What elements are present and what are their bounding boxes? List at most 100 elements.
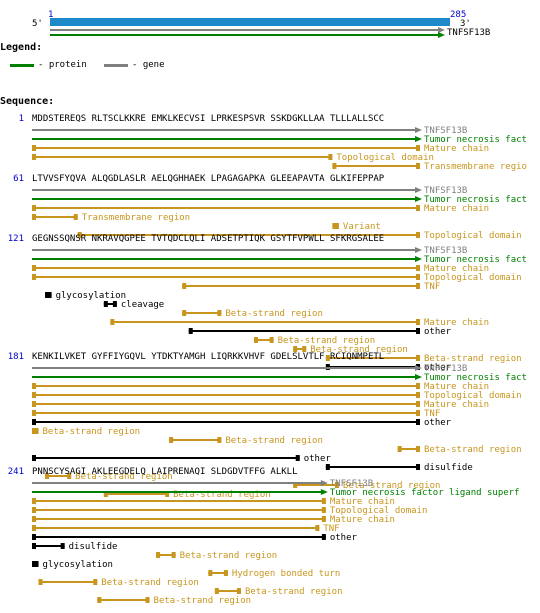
track-label: TNF bbox=[323, 524, 339, 534]
track-end-cap bbox=[334, 482, 339, 488]
gene-track: TNFSF13B bbox=[32, 479, 373, 489]
track-end-cap bbox=[416, 419, 420, 425]
track-arrow bbox=[415, 187, 422, 193]
block-start-number: 61 bbox=[13, 174, 24, 184]
legend-swatch-gene bbox=[104, 64, 128, 67]
track-start-cap bbox=[32, 214, 36, 220]
gene-track: TNFSF13B bbox=[32, 126, 467, 136]
overview-gene-label: TNFSF13B bbox=[447, 28, 491, 38]
track-label: Variant bbox=[343, 222, 381, 232]
track-label: Mature chain bbox=[424, 382, 489, 392]
track-label: disulfide bbox=[424, 463, 473, 473]
feature-track: Transmembrane region bbox=[32, 213, 190, 223]
feature-track: Topological domain bbox=[32, 391, 522, 401]
track-end-cap bbox=[416, 274, 420, 280]
protein-track: Tumor necrosis fact bbox=[32, 255, 527, 265]
legend-item-gene: - gene bbox=[104, 59, 224, 71]
overview-five-prime: 5' bbox=[32, 19, 43, 29]
block-sequence: LTVVSFYQVA ALQGDLASLR AELQGHHAEK LPAGAGA… bbox=[32, 174, 385, 184]
track-label: disulfide bbox=[69, 542, 118, 552]
track-end-cap bbox=[112, 301, 117, 307]
feature-track: Topological domain bbox=[77, 231, 522, 241]
track-end-cap bbox=[67, 473, 72, 479]
feature-track: Topological domain bbox=[32, 506, 427, 516]
track-start-cap bbox=[45, 292, 50, 298]
track-start-cap bbox=[103, 491, 108, 497]
feature-track: Mature chain bbox=[32, 497, 395, 507]
track-label: Beta-strand region bbox=[343, 481, 441, 491]
legend-swatch-protein bbox=[10, 64, 34, 67]
track-start-cap bbox=[169, 437, 174, 443]
track-label: Transmembrane regio bbox=[424, 162, 527, 172]
feature-track: TNF bbox=[182, 282, 440, 292]
track-arrow bbox=[415, 127, 422, 133]
track-arrow bbox=[415, 365, 422, 371]
track-label: Mature chain bbox=[330, 515, 395, 525]
block-start-number: 181 bbox=[7, 352, 24, 362]
feature-track: Mature chain bbox=[32, 400, 489, 410]
overview-graphic bbox=[50, 18, 450, 38]
feature-track: Topological domain bbox=[32, 273, 522, 283]
track-end-cap bbox=[165, 491, 170, 497]
feature-track: TNF bbox=[32, 409, 440, 419]
track-start-cap bbox=[32, 534, 36, 540]
track-end-cap bbox=[328, 154, 333, 160]
feature-track: Mature chain bbox=[32, 144, 489, 154]
track-label: Topological domain bbox=[336, 153, 434, 163]
legend-item-protein: - protein bbox=[10, 59, 130, 71]
overview-start: 1 bbox=[48, 10, 54, 20]
track-start-cap bbox=[332, 223, 337, 229]
track-end-cap bbox=[217, 437, 222, 443]
track-start-cap bbox=[32, 428, 36, 434]
track-start-cap bbox=[397, 446, 402, 452]
track-start-cap bbox=[32, 410, 36, 416]
site-track: glycosylation bbox=[45, 291, 126, 301]
track-end-cap bbox=[34, 428, 39, 434]
track-label: other bbox=[304, 454, 332, 464]
track-start-cap bbox=[32, 455, 36, 461]
track-label: TNFSF13B bbox=[424, 186, 467, 196]
feature-track: Beta-strand region bbox=[254, 336, 375, 346]
track-end-cap bbox=[416, 392, 420, 398]
track-arrow bbox=[415, 374, 422, 380]
track-label: Beta-strand region bbox=[245, 587, 343, 597]
block-sequence: MDDSTEREQS RLTSCLKKRE EMKLKECVSI LPRKESP… bbox=[32, 114, 385, 124]
track-start-cap bbox=[77, 232, 82, 238]
track-label: other bbox=[424, 327, 452, 337]
protein-track: Tumor necrosis fact bbox=[32, 195, 527, 205]
track-start-cap bbox=[38, 579, 43, 585]
track-label: Tumor necrosis fact bbox=[424, 195, 527, 205]
sequence-title: Sequence: bbox=[0, 96, 55, 107]
site-track: other bbox=[32, 533, 358, 543]
track-label: Beta-strand region bbox=[424, 445, 522, 455]
overview-bar bbox=[50, 18, 450, 26]
track-start-cap bbox=[293, 346, 298, 352]
feature-track: Mature chain bbox=[32, 204, 489, 214]
track-label: Mature chain bbox=[424, 400, 489, 410]
track-start-cap bbox=[32, 383, 36, 389]
track-end-cap bbox=[321, 498, 326, 504]
block-start-number: 241 bbox=[7, 467, 24, 477]
track-end-cap bbox=[73, 214, 78, 220]
overview-protein-arrow bbox=[438, 32, 445, 38]
feature-track: Beta-strand region bbox=[293, 481, 440, 491]
track-label: Topological domain bbox=[424, 273, 522, 283]
track-start-cap bbox=[32, 205, 36, 211]
track-end-cap bbox=[295, 455, 300, 461]
track-start-cap bbox=[325, 355, 330, 361]
track-label: TNFSF13B bbox=[424, 126, 467, 136]
feature-track: Beta-strand region bbox=[32, 427, 140, 437]
feature-track: Mature chain bbox=[110, 318, 489, 328]
track-label: cleavage bbox=[121, 300, 164, 310]
track-end-cap bbox=[416, 145, 420, 151]
track-label: Tumor necrosis factor ligand superf bbox=[330, 488, 520, 498]
feature-track: Mature chain bbox=[32, 264, 489, 274]
legend-label-gene: - gene bbox=[132, 60, 165, 70]
track-start-cap bbox=[32, 498, 36, 504]
feature-track: Beta-strand region bbox=[156, 551, 277, 561]
overview-end: 285 bbox=[450, 10, 467, 20]
track-label: TNFSF13B bbox=[330, 479, 373, 489]
track-start-cap bbox=[32, 401, 36, 407]
feature-track: Beta-strand region bbox=[325, 354, 522, 364]
